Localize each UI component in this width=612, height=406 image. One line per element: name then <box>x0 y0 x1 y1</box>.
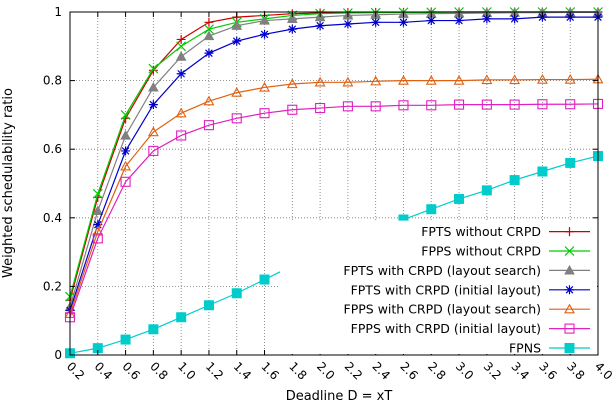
data-point <box>121 131 130 139</box>
legend-label: FPTS with CRPD (initial layout) <box>351 282 541 297</box>
x-tick-label: 3.4 <box>509 359 532 382</box>
x-tick-label: 2.4 <box>370 359 393 382</box>
x-tick-label: 0.4 <box>92 359 115 382</box>
data-point <box>510 176 519 185</box>
data-point <box>204 49 213 58</box>
x-tick-label: 0.8 <box>147 359 170 382</box>
legend-marker <box>565 344 574 353</box>
data-point <box>482 186 491 195</box>
data-point <box>427 205 436 214</box>
x-tick-label: 1.0 <box>175 359 198 382</box>
x-tick-label: 1.6 <box>258 359 281 382</box>
x-tick-label: 3.2 <box>481 359 504 382</box>
x-tick-label: 1.4 <box>231 359 254 382</box>
legend-label: FPPS with CRPD (initial layout) <box>351 321 541 336</box>
data-point <box>399 18 408 27</box>
data-point <box>343 20 352 29</box>
data-point <box>566 158 575 167</box>
data-point <box>177 313 186 322</box>
x-tick-label: 2.2 <box>342 359 365 382</box>
data-point <box>455 16 464 25</box>
legend-label: FPTS without CRPD <box>421 224 541 239</box>
data-point <box>121 335 130 344</box>
data-point <box>177 52 186 60</box>
data-point <box>427 16 436 25</box>
legend-label: FPNS <box>509 341 541 356</box>
data-point <box>455 194 464 203</box>
y-tick-label: 0 <box>54 348 62 362</box>
x-tick-label: 3.8 <box>564 359 587 382</box>
y-tick-label: 1 <box>54 5 62 19</box>
legend-label: FPPS with CRPD (layout search) <box>344 302 541 317</box>
x-tick-label: 2.6 <box>397 359 420 382</box>
x-tick-label: 3.6 <box>536 359 559 382</box>
x-tick-label: 2.0 <box>314 359 337 382</box>
data-point <box>149 100 158 109</box>
legend-marker <box>565 285 574 294</box>
x-tick-label: 2.8 <box>425 359 448 382</box>
data-point <box>232 37 241 46</box>
data-point <box>177 69 186 78</box>
legend: FPTS without CRPD FPPS without CRPD FPTS w… <box>280 221 597 356</box>
x-tick-label: 1.8 <box>286 359 309 382</box>
data-point <box>204 301 213 310</box>
data-point <box>232 289 241 298</box>
data-point <box>149 325 158 334</box>
y-axis-label: Weighted schedulability ratio <box>1 88 16 278</box>
legend-label: FPTS with CRPD (layout search) <box>343 263 541 278</box>
data-point <box>260 275 269 284</box>
data-point <box>121 146 130 155</box>
data-point <box>371 18 380 27</box>
data-point <box>538 167 547 176</box>
data-point <box>316 21 325 30</box>
x-tick-label: 4.0 <box>592 359 612 382</box>
x-axis-label: Deadline D = xT <box>286 389 393 404</box>
legend-label: FPPS without CRPD <box>421 244 541 259</box>
x-tick-label: 0.6 <box>119 359 142 382</box>
y-tick-label: 0.2 <box>43 279 62 293</box>
data-point <box>260 30 269 39</box>
y-tick-label: 0.8 <box>43 74 62 88</box>
x-tick-label: 0.2 <box>64 359 87 382</box>
y-tick-label: 0.4 <box>43 211 62 225</box>
data-point <box>288 25 297 34</box>
y-tick-label: 0.6 <box>43 142 62 156</box>
x-tick-label: 3.0 <box>453 359 476 382</box>
x-tick-label: 1.2 <box>203 359 226 382</box>
